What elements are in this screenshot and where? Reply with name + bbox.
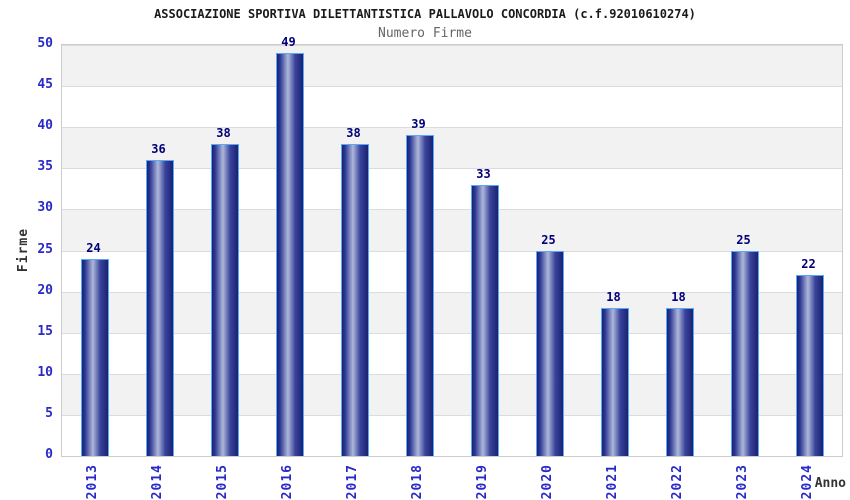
bar-2013: [80, 258, 109, 456]
x-tick-label: 2017: [344, 464, 360, 500]
gridline: [62, 209, 842, 211]
x-tick-label: 2014: [149, 464, 165, 500]
plot-band: [62, 209, 842, 251]
bar-2021: [600, 308, 629, 456]
bar-2020: [535, 250, 564, 456]
gridline: [62, 127, 842, 129]
bar-2016: [275, 53, 304, 456]
x-tick-label: 2016: [279, 464, 295, 500]
plot-band: [62, 373, 842, 415]
chart-title: ASSOCIAZIONE SPORTIVA DILETTANTISTICA PA…: [154, 7, 696, 21]
y-tick-label: 0: [45, 447, 53, 462]
bar-2023: [730, 250, 759, 456]
x-tick-label: 2018: [409, 464, 425, 500]
bar-value-label: 24: [86, 240, 101, 255]
y-tick-label: 30: [37, 200, 53, 216]
plot-band: [62, 168, 842, 210]
bar-2015: [210, 143, 239, 456]
chart-subtitle: Numero Firme: [378, 26, 472, 41]
bar-value-label: 33: [476, 166, 491, 181]
gridline: [62, 332, 842, 334]
bar-value-label: 36: [151, 142, 166, 157]
gridline: [62, 373, 842, 375]
y-tick-label: 35: [37, 159, 53, 175]
bar-value-label: 18: [671, 290, 686, 305]
bar-2024: [795, 275, 824, 456]
plot-band: [62, 86, 842, 128]
bar-value-label: 49: [281, 35, 296, 50]
x-tick-label: 2021: [604, 464, 620, 500]
y-tick-label: 15: [37, 323, 53, 339]
x-tick-label: 2022: [669, 464, 685, 500]
plot-band: [62, 127, 842, 169]
gridline: [62, 168, 842, 170]
plot-band: [62, 291, 842, 333]
y-tick-label: 5: [45, 405, 53, 421]
bar-value-label: 38: [346, 125, 361, 140]
gridline: [62, 86, 842, 88]
x-axis-title: Anno: [814, 476, 846, 491]
bar-2022: [665, 308, 694, 456]
gridline: [62, 291, 842, 293]
bar-value-label: 25: [541, 232, 556, 247]
bar-2017: [340, 143, 369, 456]
x-tick-label: 2019: [474, 464, 490, 500]
bar-value-label: 39: [411, 117, 426, 132]
bar-value-label: 22: [801, 257, 816, 272]
y-tick-label: 25: [37, 241, 53, 257]
bar-value-label: 25: [736, 232, 751, 247]
bar-value-label: 18: [606, 290, 621, 305]
gridline: [62, 45, 842, 46]
gridline: [62, 414, 842, 416]
plot-band: [62, 414, 842, 456]
gridline: [62, 250, 842, 252]
bar-2019: [470, 184, 499, 456]
y-tick-label: 10: [37, 364, 53, 380]
y-tick-label: 50: [37, 36, 53, 51]
plot-band: [62, 332, 842, 374]
bar-value-label: 38: [216, 125, 231, 140]
bar-2018: [405, 135, 434, 456]
x-tick-label: 2015: [214, 464, 230, 500]
plot-band: [62, 45, 842, 87]
bar-2014: [145, 160, 174, 456]
x-tick-label: 2013: [84, 464, 100, 500]
x-tick-label: 2023: [734, 464, 750, 500]
plot-area: [61, 44, 843, 457]
x-tick-label: 2020: [539, 464, 555, 500]
y-tick-label: 20: [37, 282, 53, 298]
plot-band: [62, 250, 842, 292]
y-tick-label: 40: [37, 118, 53, 134]
y-tick-label: 45: [37, 77, 53, 93]
